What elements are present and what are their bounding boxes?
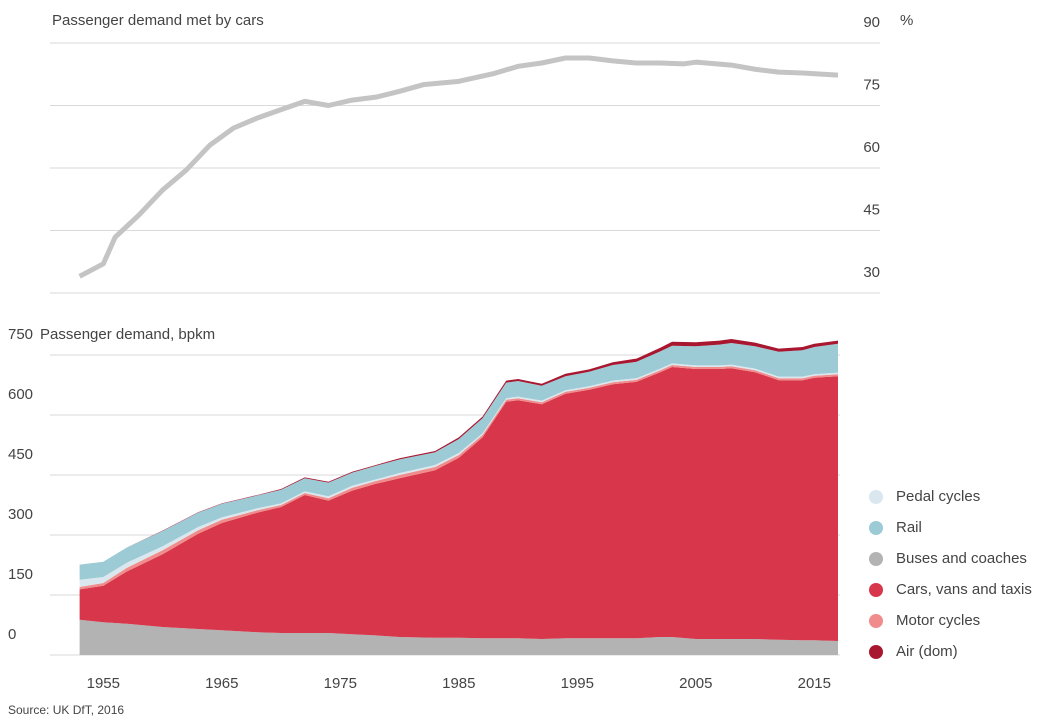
y-tick-label: 45 (863, 201, 880, 218)
y-tick-label: 0 (8, 626, 16, 643)
legend-label: Pedal cycles (896, 488, 980, 505)
y-tick-label: 90 (863, 14, 880, 31)
legend-swatch (869, 490, 883, 504)
x-tick-label: 2005 (679, 675, 712, 692)
y-tick-label: 450 (8, 446, 33, 463)
area (79, 343, 838, 580)
legend-label: Motor cycles (896, 612, 980, 629)
line (78, 55, 839, 279)
legend-swatch (869, 552, 883, 566)
source: Source: UK DfT, 2016 (8, 703, 124, 717)
y-tick-label: 600 (8, 386, 33, 403)
x-tick-label: 1985 (442, 675, 475, 692)
area (79, 619, 838, 655)
legend-swatch (869, 521, 883, 535)
y-tick-label: 75 (863, 76, 880, 93)
y-tick-label: 150 (8, 566, 33, 583)
legend-swatch (869, 614, 883, 628)
top-chart-title: Passenger demand met by cars (52, 12, 264, 29)
legend-swatch (869, 583, 883, 597)
top-y-unit: % (900, 12, 913, 29)
y-tick-label: 30 (863, 264, 880, 281)
x-tick-label: 1965 (205, 675, 238, 692)
legend-label: Air (dom) (896, 643, 958, 660)
x-tick-label: 1955 (87, 675, 120, 692)
x-tick-label: 2015 (798, 675, 831, 692)
legend-label: Buses and coaches (896, 550, 1027, 567)
area (79, 367, 838, 641)
legend-label: Rail (896, 519, 922, 536)
bottom-chart-title: Passenger demand, bpkm (40, 326, 215, 343)
x-tick-label: 1995 (561, 675, 594, 692)
y-tick-label: 60 (863, 139, 880, 156)
legend-swatch (869, 645, 883, 659)
legend-label: Cars, vans and taxis (896, 581, 1032, 598)
y-tick-label: 300 (8, 506, 33, 523)
x-tick-label: 1975 (324, 675, 357, 692)
y-tick-label: 750 (8, 326, 33, 343)
